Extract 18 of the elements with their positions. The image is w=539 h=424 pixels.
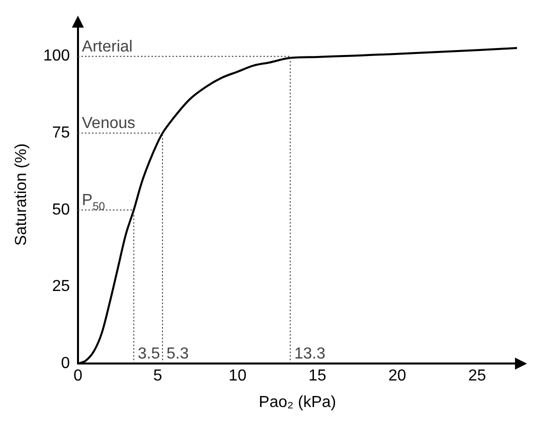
ref-line-label: Arterial: [82, 38, 133, 56]
ref-line-label: 3.5: [138, 346, 160, 363]
y-tick-label: 75: [52, 124, 70, 142]
y-axis-title: Saturation (%): [13, 143, 30, 246]
ref-line-label: 5.3: [166, 346, 189, 363]
ref-line-label: 13.3: [294, 346, 326, 363]
x-tick-label: 20: [388, 368, 406, 385]
x-tick-label: 5: [153, 368, 162, 385]
x-tick-label: 10: [228, 368, 247, 385]
y-tick-label: 0: [60, 355, 70, 372]
y-tick-label: 100: [43, 48, 70, 65]
y-tick-label: 50: [52, 201, 70, 218]
x-tick-label: 15: [308, 368, 326, 385]
x-tick-label: 0: [73, 368, 82, 385]
y-tick-label: 25: [52, 278, 70, 296]
x-axis-title: Pao₂ (kPa): [258, 394, 336, 411]
x-tick-label: 25: [468, 368, 486, 385]
ref-line-label: Venous: [82, 115, 136, 132]
